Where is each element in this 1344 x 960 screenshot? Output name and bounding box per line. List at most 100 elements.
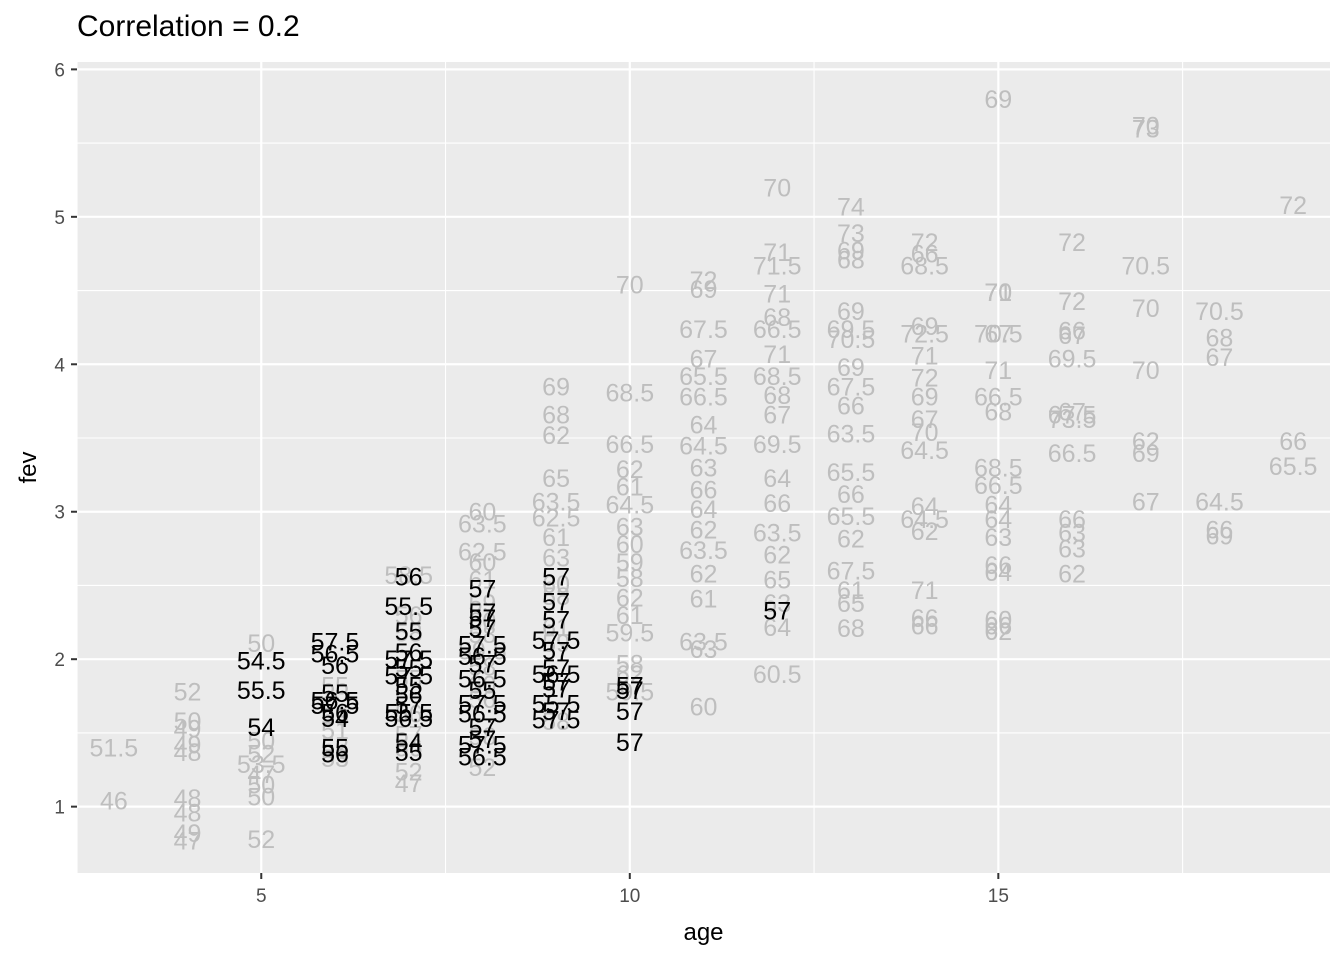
point-label: 67 bbox=[763, 401, 791, 429]
point-label: 57 bbox=[542, 698, 570, 726]
point-label: 57.5 bbox=[532, 627, 581, 655]
point-label: 57 bbox=[542, 655, 570, 683]
point-label: 65.5 bbox=[827, 503, 876, 531]
point-label: 47 bbox=[395, 770, 423, 798]
point-label: 52 bbox=[468, 754, 496, 782]
point-label: 55 bbox=[395, 673, 423, 701]
point-label: 55.5 bbox=[532, 690, 581, 718]
point-label: 61 bbox=[468, 567, 496, 595]
point-label: 66 bbox=[984, 612, 1012, 640]
point-label: 57 bbox=[468, 726, 496, 754]
point-label: 70 bbox=[763, 174, 791, 202]
point-label: 68 bbox=[763, 382, 791, 410]
point-label: 66 bbox=[911, 605, 939, 633]
point-label: 73.5 bbox=[1048, 406, 1097, 434]
point-label: 47 bbox=[247, 761, 275, 789]
point-label: 62 bbox=[984, 618, 1012, 646]
point-label: 55 bbox=[395, 655, 423, 683]
point-label: 71 bbox=[763, 239, 791, 267]
point-label: 68.5 bbox=[605, 379, 654, 407]
point-label: 72.5 bbox=[900, 320, 949, 348]
point-label: 65.5 bbox=[827, 459, 876, 487]
point-label: 60 bbox=[984, 606, 1012, 634]
point-label: 69.5 bbox=[753, 431, 802, 459]
point-label: 50 bbox=[247, 772, 275, 800]
point-label: 57.5 bbox=[384, 662, 433, 690]
point-label: 63 bbox=[690, 636, 718, 664]
point-label: 68.5 bbox=[900, 252, 949, 280]
x-tick-label: 5 bbox=[256, 886, 267, 907]
point-label: 66 bbox=[763, 490, 791, 518]
point-label: 69 bbox=[837, 298, 865, 326]
point-label: 58.5 bbox=[384, 562, 433, 590]
point-label: 57 bbox=[542, 668, 570, 696]
point-label: 63 bbox=[542, 544, 570, 572]
point-label: 70.5 bbox=[1121, 252, 1170, 280]
point-label: 71 bbox=[984, 279, 1012, 307]
point-label: 63.5 bbox=[679, 628, 728, 656]
point-label: 58 bbox=[468, 621, 496, 649]
point-label: 64 bbox=[984, 559, 1012, 587]
point-label: 62 bbox=[616, 456, 644, 484]
point-label: 69 bbox=[911, 313, 939, 341]
point-label: 57 bbox=[616, 698, 644, 726]
point-label: 63.5 bbox=[753, 519, 802, 547]
point-label: 72 bbox=[1058, 229, 1086, 257]
point-label: 66.5 bbox=[753, 316, 802, 344]
point-label: 63 bbox=[1058, 536, 1086, 564]
point-label: 56.5 bbox=[458, 643, 507, 671]
point-label: 63 bbox=[763, 590, 791, 618]
point-label: 68.5 bbox=[974, 455, 1023, 483]
point-label: 50 bbox=[247, 727, 275, 755]
point-label: 58 bbox=[542, 583, 570, 611]
point-label: 50 bbox=[174, 708, 202, 736]
point-label: 56 bbox=[395, 639, 423, 667]
point-label: 56.5 bbox=[311, 687, 360, 715]
point-label: 57.5 bbox=[384, 646, 433, 674]
point-label: 65.5 bbox=[1269, 453, 1318, 481]
point-label: 57.5 bbox=[311, 628, 360, 656]
point-label: 72 bbox=[1058, 288, 1086, 316]
point-label: 57 bbox=[616, 729, 644, 757]
chart-title: Correlation = 0.2 bbox=[77, 10, 300, 43]
point-label: 58 bbox=[616, 565, 644, 593]
y-tick-label: 5 bbox=[54, 208, 65, 229]
point-label: 73 bbox=[1132, 115, 1160, 143]
point-label: 66.5 bbox=[679, 384, 728, 412]
y-tick-label: 2 bbox=[54, 650, 65, 671]
point-label: 69 bbox=[542, 373, 570, 401]
point-label: 64.5 bbox=[900, 437, 949, 465]
point-label: 59.5 bbox=[605, 620, 654, 648]
point-label: 52 bbox=[174, 679, 202, 707]
point-label: 48 bbox=[174, 785, 202, 813]
y-tick-label: 3 bbox=[54, 503, 65, 524]
point-label: 65.5 bbox=[679, 363, 728, 391]
point-label: 57.5 bbox=[311, 692, 360, 720]
point-label: 55 bbox=[321, 673, 349, 701]
point-label: 64 bbox=[984, 506, 1012, 534]
point-label: 67 bbox=[1058, 398, 1086, 426]
point-label: 62 bbox=[616, 661, 644, 689]
point-label: 65 bbox=[763, 567, 791, 595]
point-label: 57 bbox=[616, 673, 644, 701]
point-label: 51 bbox=[321, 717, 349, 745]
y-tick-label: 6 bbox=[54, 60, 65, 81]
point-label: 59.5 bbox=[458, 637, 507, 665]
point-label: 62.5 bbox=[532, 505, 581, 533]
point-label: 70 bbox=[616, 272, 644, 300]
point-label: 61 bbox=[837, 577, 865, 605]
point-label: 67.5 bbox=[827, 558, 876, 586]
point-label: 57 bbox=[542, 637, 570, 665]
point-label: 69 bbox=[1132, 440, 1160, 468]
point-label: 55 bbox=[468, 677, 496, 705]
point-label: 63.5 bbox=[458, 511, 507, 539]
point-label: 66 bbox=[837, 481, 865, 509]
point-label: 69 bbox=[1206, 522, 1234, 550]
point-label: 62 bbox=[616, 584, 644, 612]
point-label: 51.5 bbox=[90, 735, 139, 763]
point-label: 65 bbox=[837, 590, 865, 618]
point-label: 60 bbox=[616, 531, 644, 559]
plot-panel bbox=[77, 62, 1330, 873]
point-label: 62.5 bbox=[458, 539, 507, 567]
point-label: 64 bbox=[690, 496, 718, 524]
